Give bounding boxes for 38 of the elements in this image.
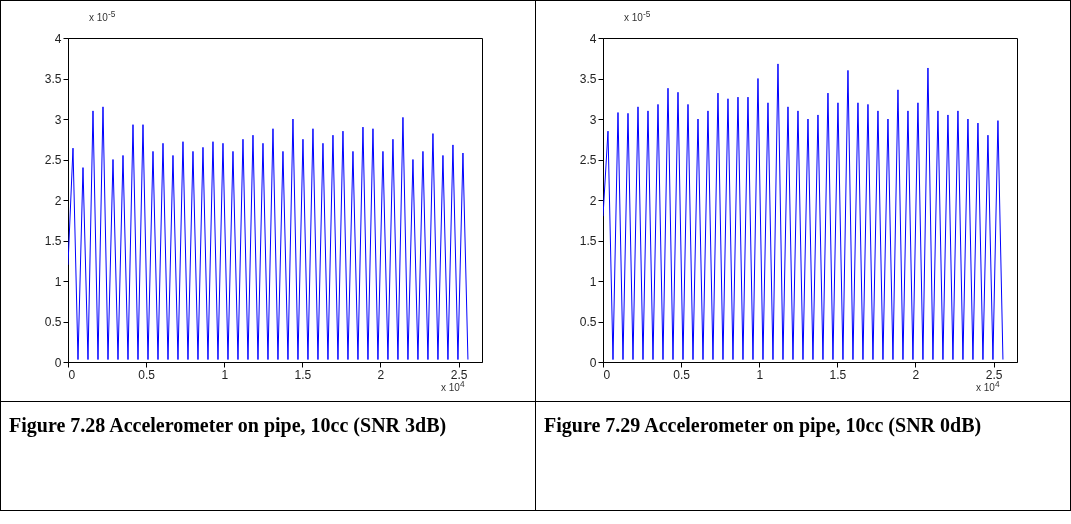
- y-tick-label: 0: [54, 355, 62, 370]
- x-tick-label: 0.5: [138, 367, 156, 382]
- text: x 10$^{4}$: [976, 379, 1000, 394]
- text: Figure 7.29 Accelerometer on pipe, 10cc (SNR 0dB): [536, 402, 1070, 510]
- y-tick-label: 4: [54, 31, 62, 46]
- text: Figure 7.28 Accelerometer on pipe, 10cc (SNR 3dB): [1, 402, 535, 510]
- y-tick-label: 1: [589, 274, 597, 289]
- text: x 10$^{4}$: [441, 379, 465, 394]
- x-tick-label: 0.5: [673, 367, 691, 382]
- x-tick-label: 1: [756, 367, 764, 382]
- x-tick-label: 1.5: [829, 367, 847, 382]
- x-tick-label: 0: [603, 367, 611, 382]
- line-series: [603, 63, 1004, 361]
- y-tick-label: 3: [54, 112, 62, 127]
- x-tick-label: 1: [221, 367, 229, 382]
- y-tick-label: 1.5: [44, 234, 62, 248]
- y-tick-label: 2: [589, 193, 597, 208]
- x-tick-label: 2.5: [985, 367, 1003, 382]
- y-tick-label: 4: [589, 31, 597, 46]
- y-tick-label: 2: [54, 193, 62, 208]
- y-tick-label: 3: [589, 112, 597, 127]
- y-tick-label: 2.5: [579, 153, 597, 167]
- y-tick-label: 3.5: [579, 72, 597, 86]
- y-tick-label: 0: [589, 355, 597, 370]
- y-tick-label: 3.5: [44, 72, 62, 86]
- x-tick-label: 2.5: [450, 367, 468, 382]
- text: x 10$^{-5}$: [624, 9, 651, 24]
- y-tick-label: 0.5: [579, 315, 597, 329]
- x-tick-label: 1.5: [294, 367, 312, 382]
- line-series: [68, 106, 469, 361]
- x-tick-label: 2: [377, 367, 385, 382]
- y-tick-label: 0.5: [44, 315, 62, 329]
- y-tick-label: 1.5: [579, 234, 597, 248]
- y-tick-label: 2.5: [44, 153, 62, 167]
- text: x 10$^{-5}$: [89, 9, 116, 24]
- y-tick-label: 1: [54, 274, 62, 289]
- x-tick-label: 0: [68, 367, 76, 382]
- x-tick-label: 2: [912, 367, 920, 382]
